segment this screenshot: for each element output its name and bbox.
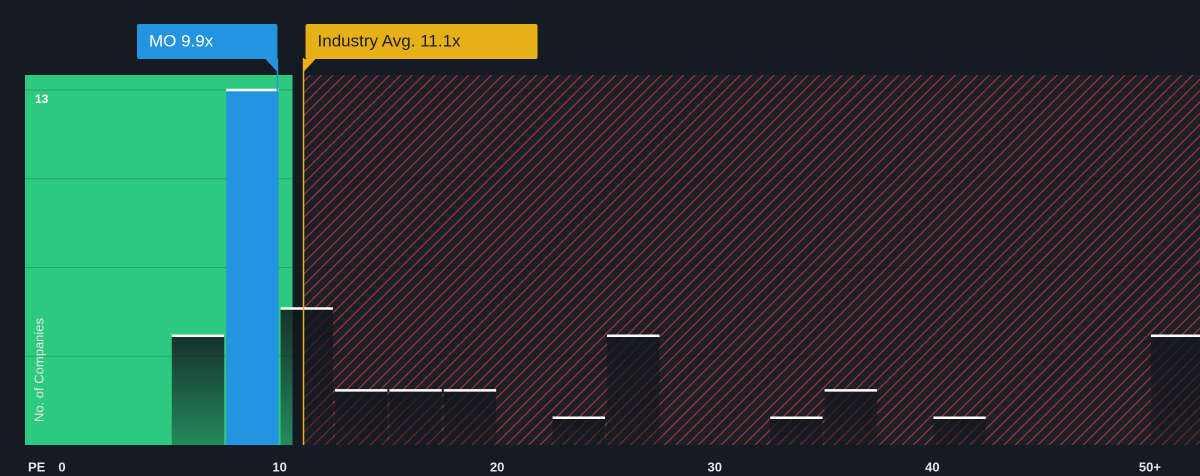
highlight-bar [226,90,279,446]
bar [933,417,986,445]
marker-pointer [265,59,278,72]
x-tick-label: 0 [58,459,65,474]
x-tick-label: 10 [272,459,286,474]
bar [280,308,333,445]
x-axis-label: PE [28,459,46,474]
bar [770,417,823,445]
x-tick-label: 50+ [1139,459,1161,474]
overvalued-zone [303,75,1200,445]
bar [1150,335,1200,445]
y-tick-label: 13 [35,92,49,106]
x-tick-label: 20 [490,459,504,474]
avg-pointer [303,59,316,72]
y-axis-label: No. of Companies [31,317,46,422]
bar [443,390,497,445]
bar [824,390,877,445]
bar [171,335,225,445]
x-tick-label: 40 [925,459,939,474]
marker-box [137,24,278,59]
avg-box [305,24,538,59]
bar [389,390,442,445]
avg-label: Industry Avg. 11.1x [318,31,462,50]
bar [334,390,388,445]
bar [606,335,660,445]
bar [552,417,605,445]
marker-label: MO 9.9x [149,31,214,50]
x-tick-label: 30 [708,459,722,474]
